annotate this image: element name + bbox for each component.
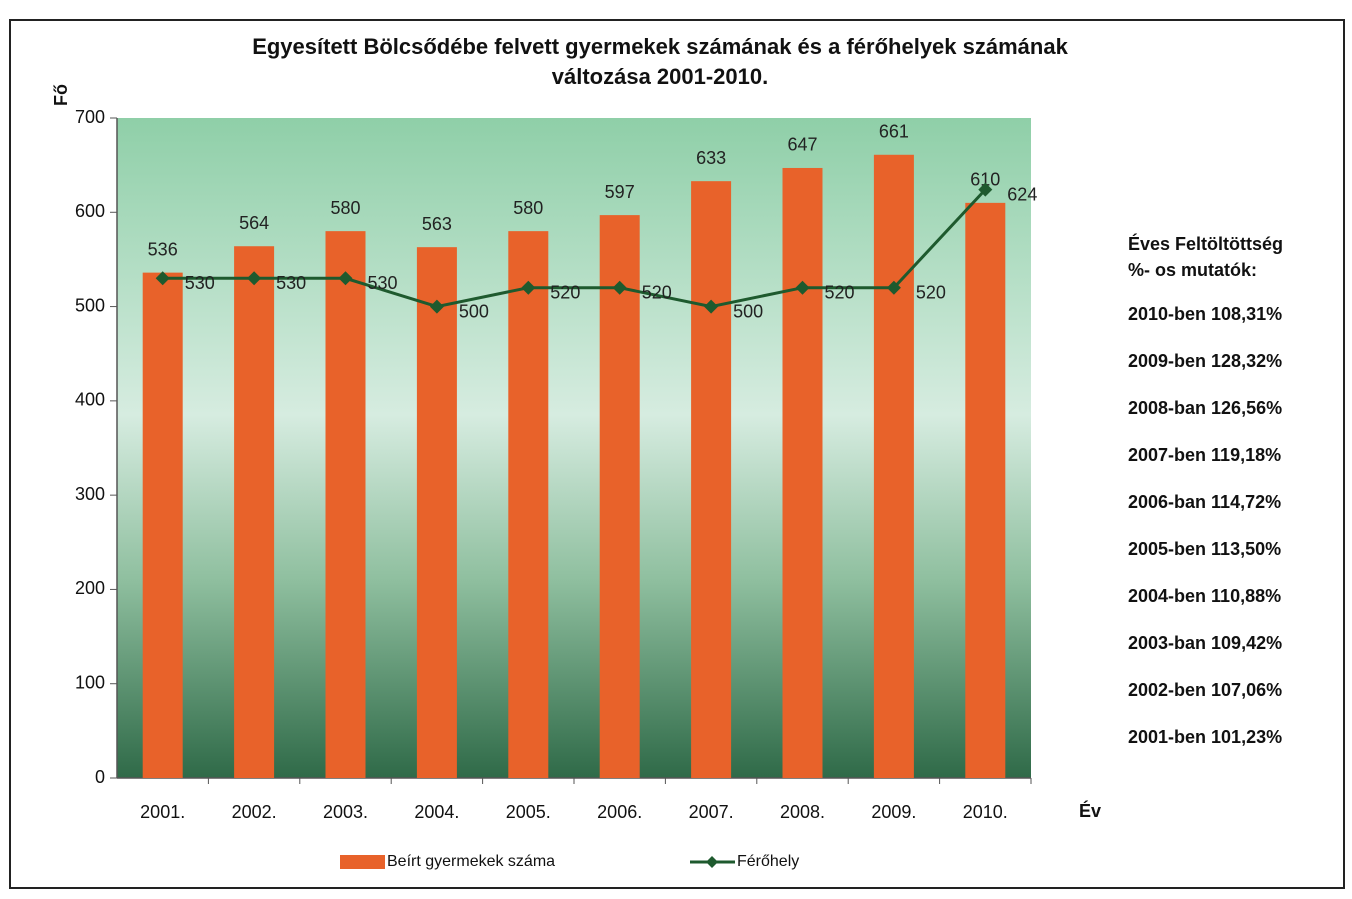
line-value-label: 530 bbox=[368, 273, 398, 293]
legend-swatch bbox=[706, 856, 718, 868]
line bbox=[162, 188, 987, 309]
line-marker bbox=[429, 299, 444, 314]
y-axis-label: Fő bbox=[51, 84, 71, 106]
line-marker bbox=[612, 280, 627, 295]
y-tick-label: 100 bbox=[75, 672, 105, 692]
bar-value-label: 647 bbox=[787, 135, 817, 155]
y-tick-label: 700 bbox=[75, 107, 105, 127]
bar bbox=[782, 167, 823, 778]
legend-label: Férőhely bbox=[737, 853, 799, 870]
y-tick-label: 0 bbox=[95, 767, 105, 787]
x-tick-label: 2009. bbox=[871, 802, 916, 822]
bar bbox=[965, 202, 1006, 778]
chart-title: változása 2001-2010. bbox=[552, 64, 769, 89]
bar-value-label: 563 bbox=[422, 214, 452, 234]
x-tick-label: 2001. bbox=[140, 802, 185, 822]
legend-swatch bbox=[340, 855, 385, 869]
line-marker bbox=[521, 280, 536, 295]
frame bbox=[9, 19, 1345, 889]
chart-title: Egyesített Bölcsődébe felvett gyermekek … bbox=[252, 34, 1068, 59]
y-tick-label: 200 bbox=[75, 578, 105, 598]
bar bbox=[325, 231, 366, 779]
side-heading: Éves Feltöltöttség bbox=[1128, 233, 1283, 254]
y-tick-label: 500 bbox=[75, 295, 105, 315]
x-tick-label: 2007. bbox=[689, 802, 734, 822]
line-value-label: 500 bbox=[733, 301, 763, 321]
line-marker bbox=[886, 280, 901, 295]
x-tick-label: 2006. bbox=[597, 802, 642, 822]
side-item: 2005-ben 113,50% bbox=[1128, 539, 1281, 559]
side-item: 2003-ban 109,42% bbox=[1128, 633, 1282, 653]
line-marker bbox=[155, 271, 170, 286]
y-tick-label: 300 bbox=[75, 484, 105, 504]
line-value-label: 500 bbox=[459, 301, 489, 321]
x-tick-label: 2003. bbox=[323, 802, 368, 822]
line-marker bbox=[978, 182, 993, 197]
bar-value-label: 580 bbox=[330, 198, 360, 218]
side-item: 2002-ben 107,06% bbox=[1128, 680, 1282, 700]
x-tick-label: 2005. bbox=[506, 802, 551, 822]
bar-value-label: 564 bbox=[239, 213, 269, 233]
legend-label: Beírt gyermekek száma bbox=[387, 853, 555, 870]
line-value-label: 520 bbox=[825, 282, 855, 302]
x-tick-label: 2002. bbox=[232, 802, 277, 822]
x-tick-label: 2010. bbox=[963, 802, 1008, 822]
line-marker bbox=[338, 271, 353, 286]
side-item: 2006-ban 114,72% bbox=[1128, 492, 1281, 512]
bar-value-label: 597 bbox=[605, 182, 635, 202]
bar bbox=[142, 272, 183, 778]
bar-value-label: 661 bbox=[879, 122, 909, 142]
bar bbox=[416, 247, 457, 778]
x-tick-label: 2004. bbox=[414, 802, 459, 822]
y-tick-label: 400 bbox=[75, 390, 105, 410]
line-value-label: 530 bbox=[185, 273, 215, 293]
bar bbox=[691, 181, 732, 778]
x-axis-label: Év bbox=[1079, 800, 1101, 821]
bar-value-label: 536 bbox=[148, 239, 178, 259]
x-tick-label: 2008. bbox=[780, 802, 825, 822]
line-marker bbox=[704, 299, 719, 314]
line-value-label: 530 bbox=[276, 273, 306, 293]
line-value-label: 520 bbox=[642, 282, 672, 302]
side-item: 2008-ban 126,56% bbox=[1128, 398, 1282, 418]
bar bbox=[508, 231, 549, 779]
side-item: 2010-ben 108,31% bbox=[1128, 304, 1282, 324]
line-value-label: 624 bbox=[1007, 184, 1037, 204]
bar-value-label: 610 bbox=[970, 170, 1000, 190]
side-item: 2007-ben 119,18% bbox=[1128, 445, 1281, 465]
side-heading: %- os mutatók: bbox=[1128, 260, 1257, 280]
bar bbox=[234, 246, 275, 778]
side-item: 2004-ben 110,88% bbox=[1128, 586, 1281, 606]
y-tick-label: 600 bbox=[75, 201, 105, 221]
line-value-label: 520 bbox=[550, 282, 580, 302]
line-marker bbox=[247, 271, 262, 286]
bar-value-label: 580 bbox=[513, 198, 543, 218]
side-item: 2001-ben 101,23% bbox=[1128, 727, 1282, 747]
line-marker bbox=[795, 280, 810, 295]
side-item: 2009-ben 128,32% bbox=[1128, 351, 1282, 371]
bar-value-label: 633 bbox=[696, 148, 726, 168]
bar bbox=[599, 215, 640, 779]
bar bbox=[873, 154, 914, 778]
line-value-label: 520 bbox=[916, 282, 946, 302]
